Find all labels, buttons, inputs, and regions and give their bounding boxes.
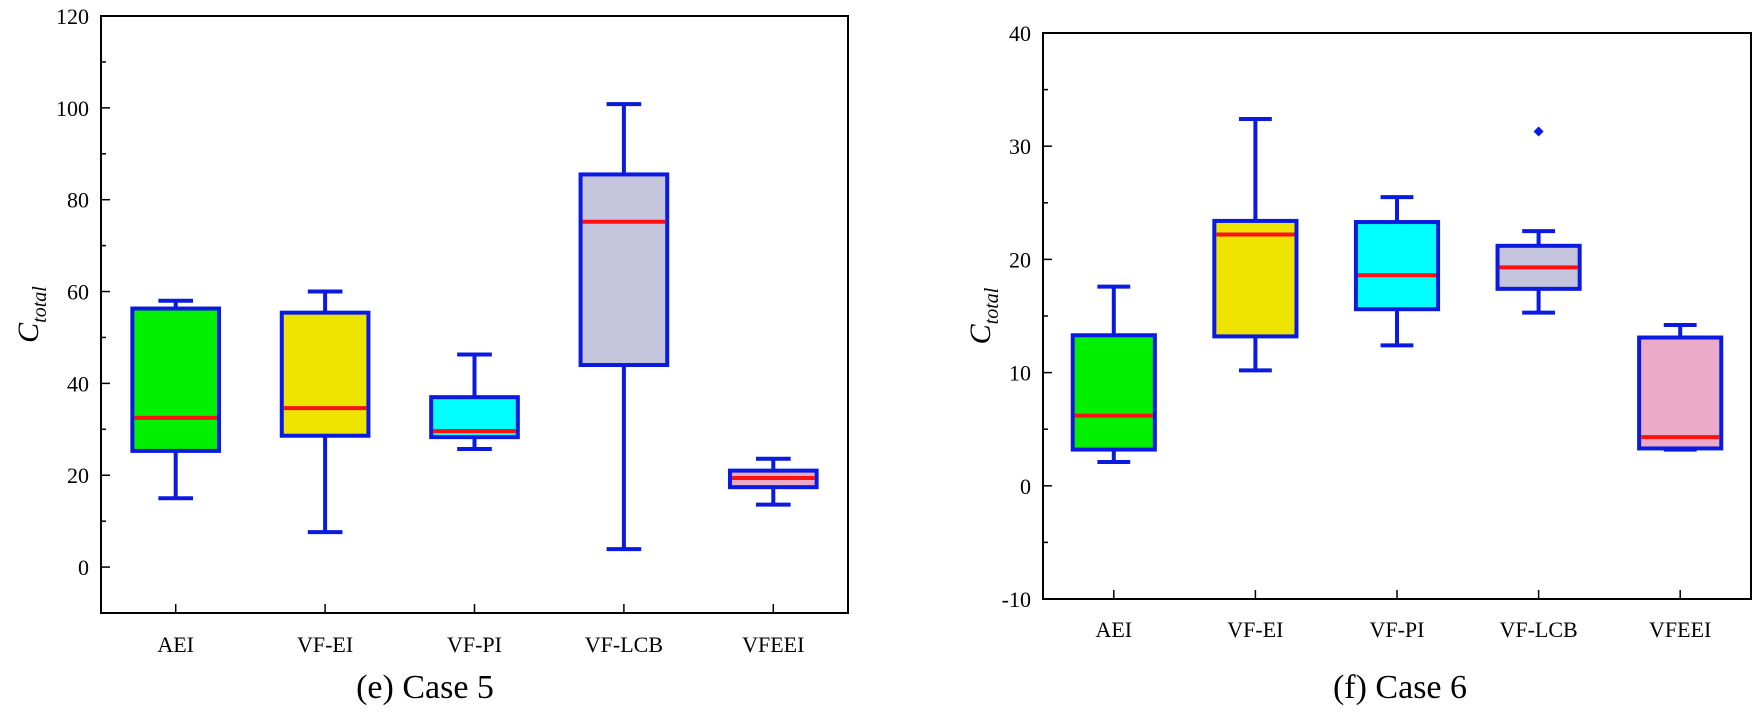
y-tick-label: 20 xyxy=(67,463,89,488)
box-aei: AEI xyxy=(130,298,222,657)
box-vf-lcb: VF-LCB xyxy=(1495,126,1582,642)
y-tick-label: 0 xyxy=(1020,474,1031,499)
chart-panel-case-6: -10 0 10 20 30 40 Ctotal AEI VF-EI VF-PI VF-LCB VFE… xyxy=(964,21,1752,706)
y-tick-label: 120 xyxy=(56,4,89,29)
y-tick-label: 80 xyxy=(67,188,89,213)
outlier-point xyxy=(1533,126,1544,137)
y-axis-label: Ctotal xyxy=(964,287,1003,344)
y-tick-label: 30 xyxy=(1009,134,1031,159)
box-vf-pi: VF-PI xyxy=(429,352,520,657)
box-aei: AEI xyxy=(1070,284,1157,642)
panel-caption: (f) Case 6 xyxy=(1333,669,1467,706)
iqr-box xyxy=(578,172,670,368)
chart-panel-case-5: 0 20 40 60 80 100 120 Ctotal AEI VF-EI VF-PI VF-LCB… xyxy=(12,4,849,706)
x-tick-label: VF-EI xyxy=(1227,617,1283,642)
x-tick-label: AEI xyxy=(157,632,194,657)
x-tick-label: VF-PI xyxy=(1369,617,1424,642)
y-tick-label: 0 xyxy=(78,555,89,580)
box-vf-lcb: VF-LCB xyxy=(578,102,670,657)
box-vfeei: VFEEI xyxy=(727,456,819,657)
y-tick-label: 100 xyxy=(56,96,89,121)
iqr-box xyxy=(279,310,371,438)
x-tick-label: VF-LCB xyxy=(585,632,663,657)
box-vf-pi: VF-PI xyxy=(1353,195,1441,642)
x-tick-label: VFEEI xyxy=(742,632,804,657)
y-tick-label: 20 xyxy=(1009,247,1031,272)
y-tick-label: 10 xyxy=(1009,361,1031,386)
panel-caption: (e) Case 5 xyxy=(356,669,494,706)
iqr-box xyxy=(130,306,222,453)
y-tick-label: 40 xyxy=(1009,21,1031,46)
box-vf-ei: VF-EI xyxy=(1212,117,1299,642)
x-tick-label: VFEEI xyxy=(1649,617,1711,642)
box-vfeei: VFEEI xyxy=(1637,323,1724,642)
iqr-box xyxy=(1353,220,1441,312)
x-tick-label: VF-LCB xyxy=(1499,617,1577,642)
y-tick-label: 60 xyxy=(67,280,89,305)
box-vf-ei: VF-EI xyxy=(279,289,371,657)
x-tick-label: AEI xyxy=(1095,617,1132,642)
y-tick-label: -10 xyxy=(1002,587,1031,612)
y-axis-label: Ctotal xyxy=(12,286,51,343)
x-tick-label: VF-PI xyxy=(447,632,502,657)
iqr-box xyxy=(1637,335,1724,451)
y-tick-label: 40 xyxy=(67,371,89,396)
x-tick-label: VF-EI xyxy=(297,632,353,657)
iqr-box xyxy=(1070,333,1157,452)
iqr-box xyxy=(1212,218,1299,339)
